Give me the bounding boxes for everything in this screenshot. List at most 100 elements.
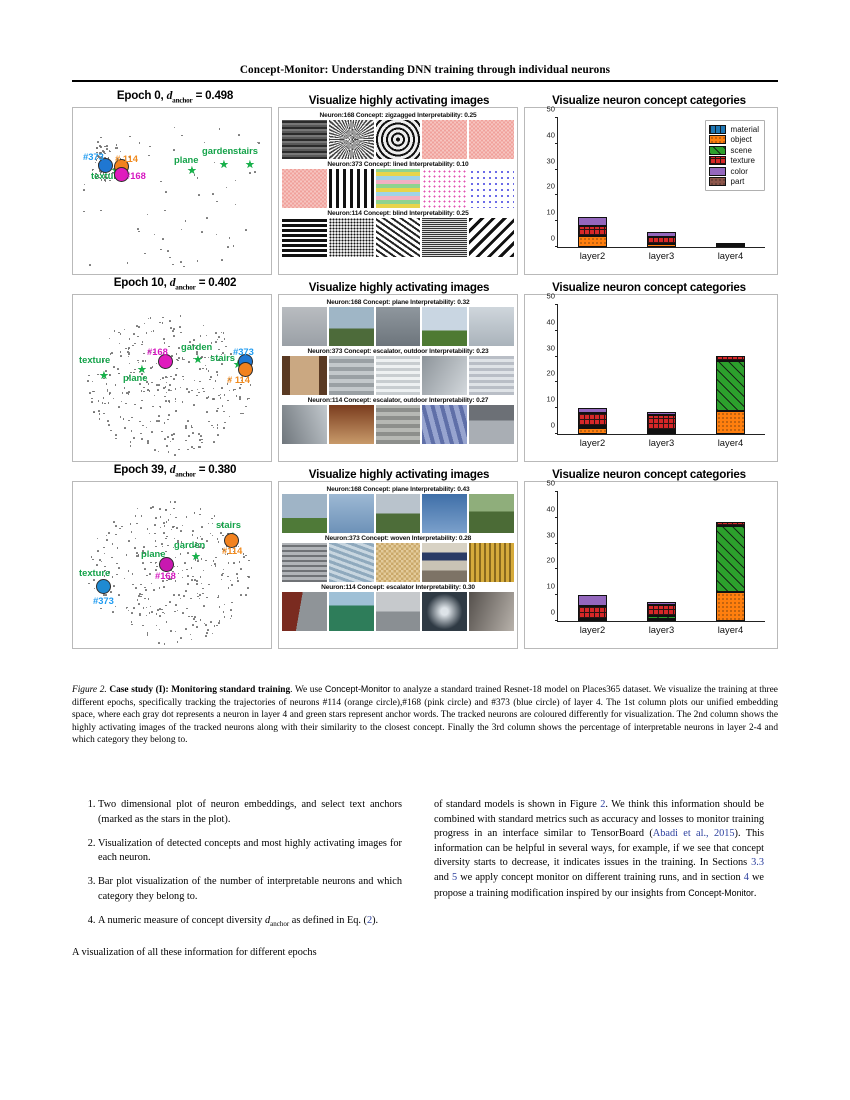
neuron-dot [106,539,108,541]
section-link-5[interactable]: 5 [451,871,458,883]
neuron-dot [235,545,238,547]
tracked-neuron-label: #114 [222,545,243,556]
bar-segment-texture [647,414,676,430]
neuron-dot [174,374,177,377]
neuron-dot [146,574,148,577]
x-axis-tick-label: layer4 [717,250,744,261]
image-row [282,307,514,346]
neuron-image-strip: Neuron:114 Concept: escalator Interpreta… [282,583,514,631]
bar-segment-object [647,432,676,434]
neuron-dot [212,560,215,562]
anchor-label: texture [79,354,111,365]
neuron-dot [165,191,167,193]
figure-reference-link[interactable]: 2 [600,799,606,810]
neuron-dot [157,450,160,453]
neuron-dot [178,357,180,359]
section-link-4[interactable]: 4 [743,871,749,883]
neuron-dot [221,548,224,550]
neuron-dot [173,537,176,540]
neuron-dot [114,605,117,608]
tracked-neuron-label: #168 [125,170,146,181]
neuron-dot [115,147,117,149]
activating-image-thumbnail [375,494,421,533]
neuron-dot [245,554,247,557]
neuron-dot [134,515,137,517]
neuron-dot [130,430,133,432]
neuron-dot [177,540,179,543]
neuron-dot [95,159,98,161]
neuron-dot [151,611,154,613]
neuron-dot [164,574,167,577]
neuron-dot [96,151,99,154]
neuron-dot [193,174,196,176]
neuron-dot [94,172,97,175]
neuron-dot [148,390,151,392]
neuron-dot [119,333,122,335]
y-axis-tick-label: 40 [546,504,555,514]
neuron-dot [201,441,203,444]
neuron-dot [181,576,184,579]
neuron-dot [142,607,145,609]
neuron-dot [222,332,225,334]
neuron-dot [159,508,161,511]
citation-link-abadi[interactable]: Abadi et al., 2015 [652,828,735,840]
neuron-dot [202,592,205,595]
neuron-dot [234,388,237,391]
activating-image-thumbnail [328,218,374,257]
y-axis-tick-label: 50 [546,478,555,488]
neuron-dot [228,152,231,154]
li4-a: A numeric measure of concept diversity [98,915,265,927]
neuron-dot [98,155,100,158]
neuron-dot [207,396,210,398]
bar-segment-texture [578,225,607,237]
neuron-dot [203,622,206,625]
neuron-dot [127,609,130,612]
neuron-dot [229,579,232,582]
neuron-dot [146,634,149,636]
neuron-dot [206,540,208,542]
neuron-dot [173,433,175,435]
list-item: A numeric measure of concept diversity d… [98,914,402,932]
anchor-star-icon: ★ [99,370,109,382]
section-link-3-3[interactable]: 3.3 [751,857,764,869]
neuron-dot [125,607,128,610]
neuron-dot [107,402,110,405]
neuron-dot [154,540,157,542]
legend-swatch-material [708,124,726,134]
neuron-dot [211,534,214,537]
neuron-dot [171,354,173,357]
neuron-dot [87,380,89,383]
legend-swatch-scene [708,145,726,155]
neuron-dot [129,156,131,158]
activating-image-thumbnail [328,120,374,159]
neuron-concept-caption: Neuron:168 Concept: plane Interpretabili… [326,486,470,493]
neuron-dot [103,575,106,577]
neuron-dot [127,355,130,358]
neuron-dot [216,338,219,341]
neuron-dot [140,583,142,586]
neuron-dot [218,620,221,622]
neuron-dot [177,359,179,362]
neuron-dot [202,605,205,608]
neuron-dot [169,256,172,259]
neuron-dot [117,368,119,370]
neuron-dot [97,550,100,552]
neuron-dot [149,420,152,423]
neuron-dot [239,387,241,389]
neuron-dot [214,563,216,565]
neuron-dot [205,624,207,626]
neuron-dot [112,611,114,613]
neuron-dot [138,383,141,385]
legend-item-texture: texture [708,156,759,167]
equation-link[interactable]: 2 [366,915,373,927]
neuron-dot [211,424,213,427]
neuron-dot [202,587,204,590]
neuron-dot [181,357,184,359]
activating-image-thumbnail [328,307,374,346]
neuron-dot [149,145,152,148]
neuron-dot [199,619,202,621]
neuron-dot [112,171,115,174]
tracked-neuron-marker [97,157,113,173]
neuron-dot [228,415,231,418]
legend-label: object [730,135,752,145]
